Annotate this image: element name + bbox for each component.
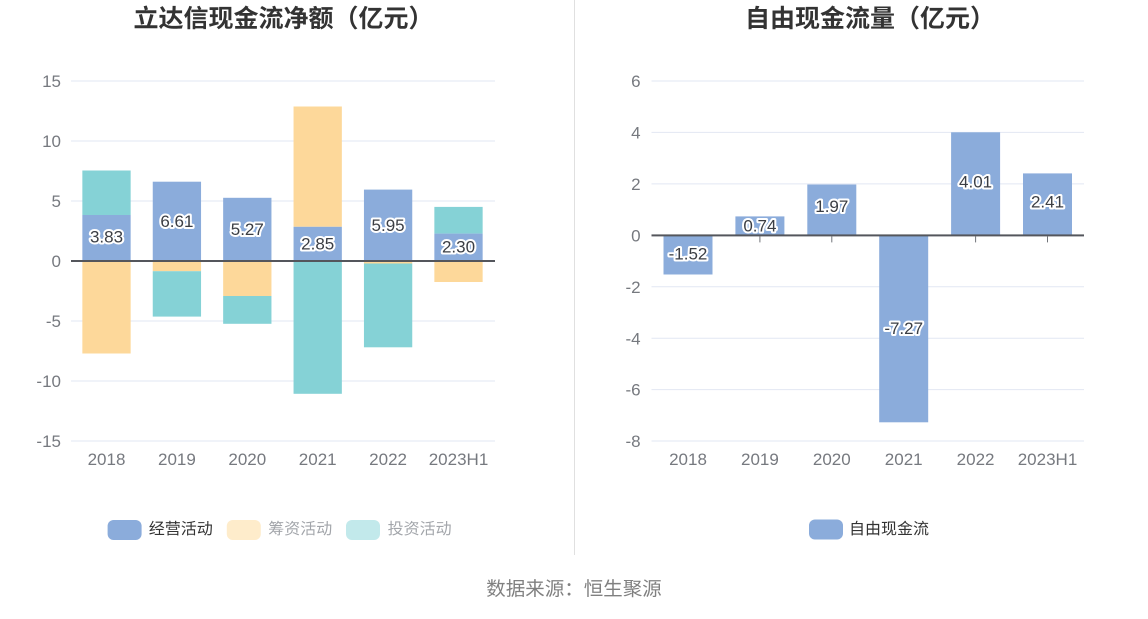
svg-text:2022: 2022 xyxy=(369,450,407,469)
svg-text:0: 0 xyxy=(631,227,640,246)
svg-text:-2: -2 xyxy=(625,278,640,297)
svg-text:-10: -10 xyxy=(36,372,61,391)
svg-text:6: 6 xyxy=(631,72,640,91)
svg-text:5: 5 xyxy=(52,192,61,211)
svg-text:2.41: 2.41 xyxy=(1031,193,1064,212)
svg-text:2022: 2022 xyxy=(957,450,995,469)
svg-text:-5: -5 xyxy=(46,312,61,331)
svg-text:2018: 2018 xyxy=(88,450,126,469)
svg-text:2019: 2019 xyxy=(741,450,779,469)
svg-text:2019: 2019 xyxy=(158,450,196,469)
svg-text:4.01: 4.01 xyxy=(959,173,992,192)
svg-text:2021: 2021 xyxy=(299,450,337,469)
svg-text:5.27: 5.27 xyxy=(231,220,264,239)
svg-text:-7.27: -7.27 xyxy=(884,319,923,338)
svg-text:2020: 2020 xyxy=(813,450,851,469)
svg-text:2023H1: 2023H1 xyxy=(429,450,489,469)
svg-text:-15: -15 xyxy=(36,432,61,451)
svg-text:3.83: 3.83 xyxy=(90,228,123,247)
svg-text:1.97: 1.97 xyxy=(815,197,848,216)
svg-text:-1.52: -1.52 xyxy=(669,245,708,264)
svg-text:2: 2 xyxy=(631,175,640,194)
svg-text:15: 15 xyxy=(42,72,61,91)
svg-text:2023H1: 2023H1 xyxy=(1018,450,1078,469)
svg-text:0.74: 0.74 xyxy=(743,217,776,236)
svg-text:-4: -4 xyxy=(625,329,640,348)
svg-text:2021: 2021 xyxy=(885,450,923,469)
svg-text:2.85: 2.85 xyxy=(301,235,334,254)
svg-text:2018: 2018 xyxy=(669,450,707,469)
svg-text:10: 10 xyxy=(42,132,61,151)
svg-text:0: 0 xyxy=(52,252,61,271)
svg-text:6.61: 6.61 xyxy=(160,212,193,231)
svg-text:4: 4 xyxy=(631,124,640,143)
svg-text:-8: -8 xyxy=(625,432,640,451)
svg-text:-6: -6 xyxy=(625,381,640,400)
svg-text:2.30: 2.30 xyxy=(442,238,475,257)
svg-text:2020: 2020 xyxy=(228,450,266,469)
svg-text:5.95: 5.95 xyxy=(372,216,405,235)
